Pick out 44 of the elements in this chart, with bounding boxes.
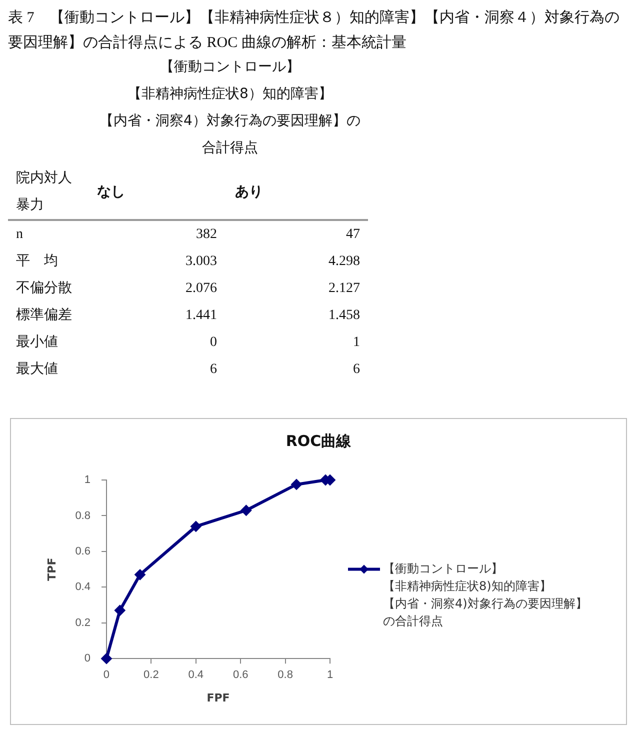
x-tick-label: 0.8 [278, 669, 293, 682]
text: あり [235, 184, 263, 200]
category-label: 不偏分散 [16, 281, 72, 296]
y-tick-label: 0.6 [75, 545, 90, 558]
point [240, 504, 252, 516]
text: なし [97, 184, 125, 200]
category-label: 平 均 [16, 254, 58, 269]
data-label: 6 [209, 361, 218, 379]
data-label: 47 [345, 226, 361, 244]
data-label: 1.441 [184, 307, 218, 325]
point [290, 478, 302, 490]
data-label: 2.076 [184, 280, 218, 298]
x-tick-label: 0.4 [188, 669, 204, 682]
data-label: 382 [195, 226, 218, 244]
point [114, 604, 126, 616]
text: 【衝動コントロール】【非精神病性症状8）知的障害】【内省・洞察4）対象行為の要因理解】の合計得点 [100, 59, 360, 156]
x-tick-label: 0 [103, 669, 110, 682]
category-label: 最大値 [16, 362, 58, 377]
data-label: 6 [352, 361, 361, 379]
point [190, 520, 202, 532]
data-label: 1.458 [328, 307, 361, 325]
category-label: 最小値 [16, 335, 58, 350]
data-label: 3.003 [184, 253, 218, 271]
x-tick-label: 1 [326, 669, 334, 682]
legend-label: 【衝動コントロール】【非精神病性症状8)知的障害】【内省・洞察4)対象行為の要因理解】の合計得点 [383, 561, 588, 628]
data-label: 0 [209, 334, 218, 352]
text: 表 7 【衝動コントロール】【非精神病性症状８）知的障害】【内省・洞察４）対象行為の要因理解】の合計得点による ROC 曲線の解析：基本統計量 [8, 8, 620, 53]
y-tick-label: 0.4 [75, 581, 90, 594]
x-tick-label: 0.6 [232, 669, 248, 682]
point [100, 653, 112, 664]
y-tick-label: 0.2 [75, 616, 90, 629]
y-tick-label: 0.8 [75, 510, 90, 522]
data-label: 1 [352, 334, 361, 352]
category-label: n [16, 227, 23, 242]
data-label: 4.298 [328, 253, 361, 271]
x-tick-label: 0.2 [144, 669, 159, 682]
y-axis-title: TPF [45, 558, 58, 581]
y-tick-label: 0 [84, 652, 90, 665]
point [134, 569, 146, 580]
x-axis-title: FPF [206, 691, 230, 704]
chart-title: ROC曲線 [284, 431, 352, 452]
data-label: 2.127 [328, 280, 361, 298]
y-tick-label: 1 [84, 474, 90, 486]
category-label: 標準偏差 [16, 308, 72, 323]
